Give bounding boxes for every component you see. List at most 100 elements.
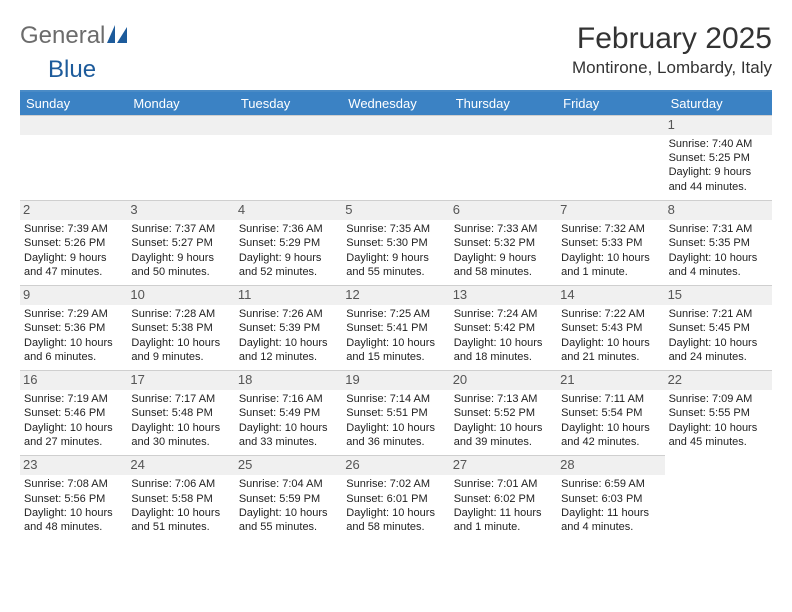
- day-cell: 15Sunrise: 7:21 AMSunset: 5:45 PMDayligh…: [665, 285, 772, 370]
- daylight-line-1: Daylight: 9 hours: [669, 165, 768, 179]
- daylight-line-1: Daylight: 10 hours: [454, 421, 553, 435]
- day-cell: 12Sunrise: 7:25 AMSunset: 5:41 PMDayligh…: [342, 285, 449, 370]
- day-number: 25: [235, 455, 342, 475]
- day-cell: 23Sunrise: 7:08 AMSunset: 5:56 PMDayligh…: [20, 455, 127, 540]
- daylight-line-2: and 52 minutes.: [239, 265, 338, 279]
- daylight-line-1: Daylight: 10 hours: [346, 421, 445, 435]
- sunrise-line: Sunrise: 7:11 AM: [561, 392, 660, 406]
- day-cell: 5 Sunrise: 7:35 AMSunset: 5:30 PMDaylight…: [342, 200, 449, 285]
- sunrise-line: Sunrise: 7:39 AM: [24, 222, 123, 236]
- daylight-line-1: Daylight: 10 hours: [239, 506, 338, 520]
- daylight-line-1: Daylight: 9 hours: [346, 251, 445, 265]
- daylight-line-1: Daylight: 10 hours: [346, 506, 445, 520]
- sunset-line: Sunset: 5:35 PM: [669, 236, 768, 250]
- daylight-line-2: and 1 minute.: [454, 520, 553, 534]
- sunset-line: Sunset: 5:30 PM: [346, 236, 445, 250]
- daylight-line-1: Daylight: 10 hours: [131, 421, 230, 435]
- day-number: 4: [235, 200, 342, 220]
- empty-cell: [557, 115, 664, 200]
- day-number: 11: [235, 285, 342, 305]
- week-row: 9Sunrise: 7:29 AMSunset: 5:36 PMDaylight…: [20, 285, 772, 370]
- daylight-line-2: and 21 minutes.: [561, 350, 660, 364]
- daylight-line-2: and 18 minutes.: [454, 350, 553, 364]
- empty-num-strip: [450, 115, 557, 135]
- sunrise-line: Sunrise: 7:31 AM: [669, 222, 768, 236]
- day-number: 10: [127, 285, 234, 305]
- sunset-line: Sunset: 5:45 PM: [669, 321, 768, 335]
- day-cell: 2Sunrise: 7:39 AMSunset: 5:26 PMDaylight…: [20, 200, 127, 285]
- empty-cell: [235, 115, 342, 200]
- daylight-line-1: Daylight: 11 hours: [454, 506, 553, 520]
- sunrise-line: Sunrise: 7:32 AM: [561, 222, 660, 236]
- day-cell: 28Sunrise: 6:59 AMSunset: 6:03 PMDayligh…: [557, 455, 664, 540]
- daylight-line-1: Daylight: 10 hours: [239, 336, 338, 350]
- sunset-line: Sunset: 5:56 PM: [24, 492, 123, 506]
- daylight-line-1: Daylight: 10 hours: [24, 336, 123, 350]
- daylight-line-1: Daylight: 10 hours: [669, 251, 768, 265]
- dayname-fri: Friday: [557, 92, 664, 115]
- sunset-line: Sunset: 5:49 PM: [239, 406, 338, 420]
- sunset-line: Sunset: 5:42 PM: [454, 321, 553, 335]
- day-cell: 18Sunrise: 7:16 AMSunset: 5:49 PMDayligh…: [235, 370, 342, 455]
- empty-num-strip: [20, 115, 127, 135]
- empty-cell: [342, 115, 449, 200]
- day-number: 19: [342, 370, 449, 390]
- day-cell: 21Sunrise: 7:11 AMSunset: 5:54 PMDayligh…: [557, 370, 664, 455]
- day-number: 13: [450, 285, 557, 305]
- sunset-line: Sunset: 5:25 PM: [669, 151, 768, 165]
- day-cell: 3Sunrise: 7:37 AMSunset: 5:27 PMDaylight…: [127, 200, 234, 285]
- day-number: 22: [665, 370, 772, 390]
- day-cell: 1Sunrise: 7:40 AMSunset: 5:25 PMDaylight…: [665, 115, 772, 200]
- empty-cell: [20, 115, 127, 200]
- day-number: 27: [450, 455, 557, 475]
- title-block: February 2025 Montirone, Lombardy, Italy: [572, 22, 772, 78]
- day-number: 6: [450, 200, 557, 220]
- daylight-line-1: Daylight: 9 hours: [24, 251, 123, 265]
- sunrise-line: Sunrise: 7:25 AM: [346, 307, 445, 321]
- sunrise-line: Sunrise: 7:35 AM: [346, 222, 445, 236]
- sunset-line: Sunset: 5:55 PM: [669, 406, 768, 420]
- day-cell: 26Sunrise: 7:02 AMSunset: 6:01 PMDayligh…: [342, 455, 449, 540]
- daylight-line-1: Daylight: 9 hours: [131, 251, 230, 265]
- day-number: 8: [665, 200, 772, 220]
- day-cell: 11 Sunrise: 7:26 AMSunset: 5:39 PMDayligh…: [235, 285, 342, 370]
- sunrise-line: Sunrise: 6:59 AM: [561, 477, 660, 491]
- daylight-line-1: Daylight: 9 hours: [454, 251, 553, 265]
- sunset-line: Sunset: 5:36 PM: [24, 321, 123, 335]
- daylight-line-2: and 42 minutes.: [561, 435, 660, 449]
- sunrise-line: Sunrise: 7:29 AM: [24, 307, 123, 321]
- sunrise-line: Sunrise: 7:26 AM: [239, 307, 338, 321]
- sunrise-line: Sunrise: 7:17 AM: [131, 392, 230, 406]
- daylight-line-2: and 50 minutes.: [131, 265, 230, 279]
- sunset-line: Sunset: 5:39 PM: [239, 321, 338, 335]
- day-number: 17: [127, 370, 234, 390]
- dayname-thu: Thursday: [450, 92, 557, 115]
- day-number: 5: [342, 200, 449, 220]
- day-number: 26: [342, 455, 449, 475]
- daylight-line-2: and 15 minutes.: [346, 350, 445, 364]
- daylight-line-1: Daylight: 10 hours: [346, 336, 445, 350]
- logo-sail-icon: [107, 25, 129, 43]
- empty-num-strip: [342, 115, 449, 135]
- daylight-line-2: and 45 minutes.: [669, 435, 768, 449]
- sunset-line: Sunset: 5:27 PM: [131, 236, 230, 250]
- sunset-line: Sunset: 5:43 PM: [561, 321, 660, 335]
- day-number: 1: [665, 115, 772, 135]
- day-cell: 4Sunrise: 7:36 AMSunset: 5:29 PMDaylight…: [235, 200, 342, 285]
- dayname-tue: Tuesday: [235, 92, 342, 115]
- sunset-line: Sunset: 5:48 PM: [131, 406, 230, 420]
- sunset-line: Sunset: 5:29 PM: [239, 236, 338, 250]
- day-cell: 9Sunrise: 7:29 AMSunset: 5:36 PMDaylight…: [20, 285, 127, 370]
- daylight-line-2: and 51 minutes.: [131, 520, 230, 534]
- sunrise-line: Sunrise: 7:14 AM: [346, 392, 445, 406]
- calendar-grid: Sunday Monday Tuesday Wednesday Thursday…: [20, 92, 772, 540]
- daylight-line-1: Daylight: 10 hours: [239, 421, 338, 435]
- sunrise-line: Sunrise: 7:04 AM: [239, 477, 338, 491]
- empty-cell: [665, 455, 772, 540]
- daylight-line-2: and 12 minutes.: [239, 350, 338, 364]
- sunset-line: Sunset: 6:02 PM: [454, 492, 553, 506]
- sunset-line: Sunset: 5:41 PM: [346, 321, 445, 335]
- day-cell: 25Sunrise: 7:04 AMSunset: 5:59 PMDayligh…: [235, 455, 342, 540]
- sunrise-line: Sunrise: 7:36 AM: [239, 222, 338, 236]
- day-cell: 16Sunrise: 7:19 AMSunset: 5:46 PMDayligh…: [20, 370, 127, 455]
